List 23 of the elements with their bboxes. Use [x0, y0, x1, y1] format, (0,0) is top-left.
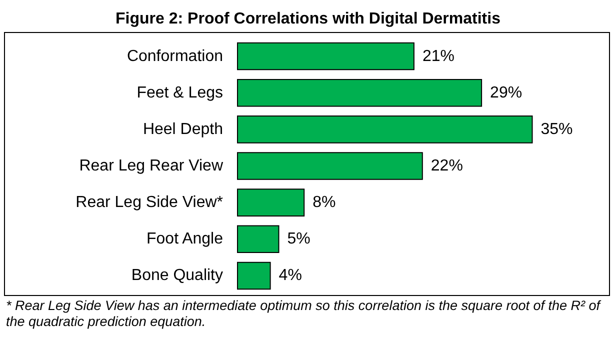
bar	[237, 188, 305, 216]
y-tick-label: Conformation	[126, 48, 223, 65]
data-label: 8%	[312, 194, 336, 212]
data-label: 5%	[287, 230, 310, 248]
y-tick-label: Heel Depth	[142, 120, 223, 138]
data-label: 29%	[490, 84, 522, 102]
bar	[237, 225, 280, 254]
y-tick-label: Foot Angle	[146, 230, 224, 248]
bar	[237, 42, 414, 70]
data-label: 4%	[278, 267, 302, 284]
data-label: 21%	[422, 48, 454, 65]
data-label: 35%	[540, 120, 573, 138]
bar	[237, 262, 271, 290]
y-tick-label: Rear Leg Side View*	[76, 194, 223, 212]
bar	[237, 116, 533, 144]
text: * Rear Leg Side View has an intermediate optimum so this correlation is the square root of the R² of the quadratic prediction equation.	[6, 298, 602, 330]
bar	[237, 152, 423, 180]
data-label: 22%	[430, 158, 463, 174]
bar	[237, 78, 482, 107]
y-tick-label: Feet & Legs	[136, 84, 223, 102]
chart-title: Figure 2: Proof Correlations with Digital Dermatitis	[116, 10, 501, 28]
y-tick-label: Rear Leg Rear View	[79, 158, 224, 174]
y-tick-label: Bone Quality	[131, 267, 223, 284]
